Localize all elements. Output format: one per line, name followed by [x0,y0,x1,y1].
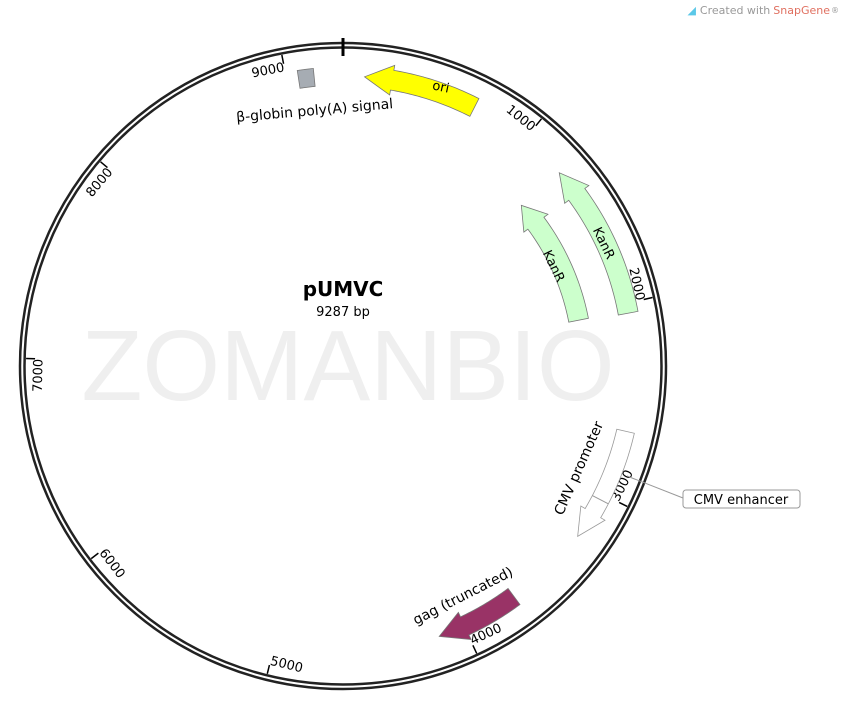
tick-label: 1000 [503,102,538,134]
cmv-enhancer-label[interactable]: CMV enhancer [694,493,789,508]
tick-label: 5000 [269,654,305,676]
watermark: ZOMANBIO [81,310,614,422]
tick-label: 8000 [83,165,116,200]
tick-label: 9000 [250,60,285,81]
feature-label-beta-globin[interactable]: β-globin poly(A) signal [236,96,394,126]
feature-kanr[interactable] [558,172,639,316]
tick-mark [618,501,628,508]
tick-mark [535,118,543,127]
tick-mark [281,54,285,64]
tick-mark [100,161,108,169]
feature-gag-truncated[interactable] [438,587,521,640]
cmv-enhancer-boundary [592,495,609,505]
tick-label: 6000 [96,546,128,581]
cmv-enhancer-leader-line [626,475,684,499]
credit-brand: SnapGene [773,4,830,17]
plasmid-length: 9287 bp [316,305,370,320]
credit[interactable]: ◢ Created with SnapGene ® [687,4,839,17]
credit-suffix: ® [831,6,839,15]
features [296,64,639,640]
credit-prefix: Created with [699,4,771,17]
tick-mark [472,644,478,654]
snapgene-logo-icon: ◢ [687,4,696,17]
tick-mark [90,552,99,560]
cmv-enhancer-callout-box[interactable] [682,489,801,509]
feature-cmv-promoter[interactable] [577,428,635,538]
tick-label: 7000 [31,359,47,392]
plasmid-name: pUMVC [303,277,384,301]
feature-ori[interactable] [363,64,480,117]
feature--globin-poly-a-signal[interactable] [296,68,316,89]
feature-kanr[interactable] [520,204,589,323]
feature-label-ori[interactable]: ori [431,78,451,96]
tick-mark [266,664,271,675]
tick-mark [643,296,653,301]
